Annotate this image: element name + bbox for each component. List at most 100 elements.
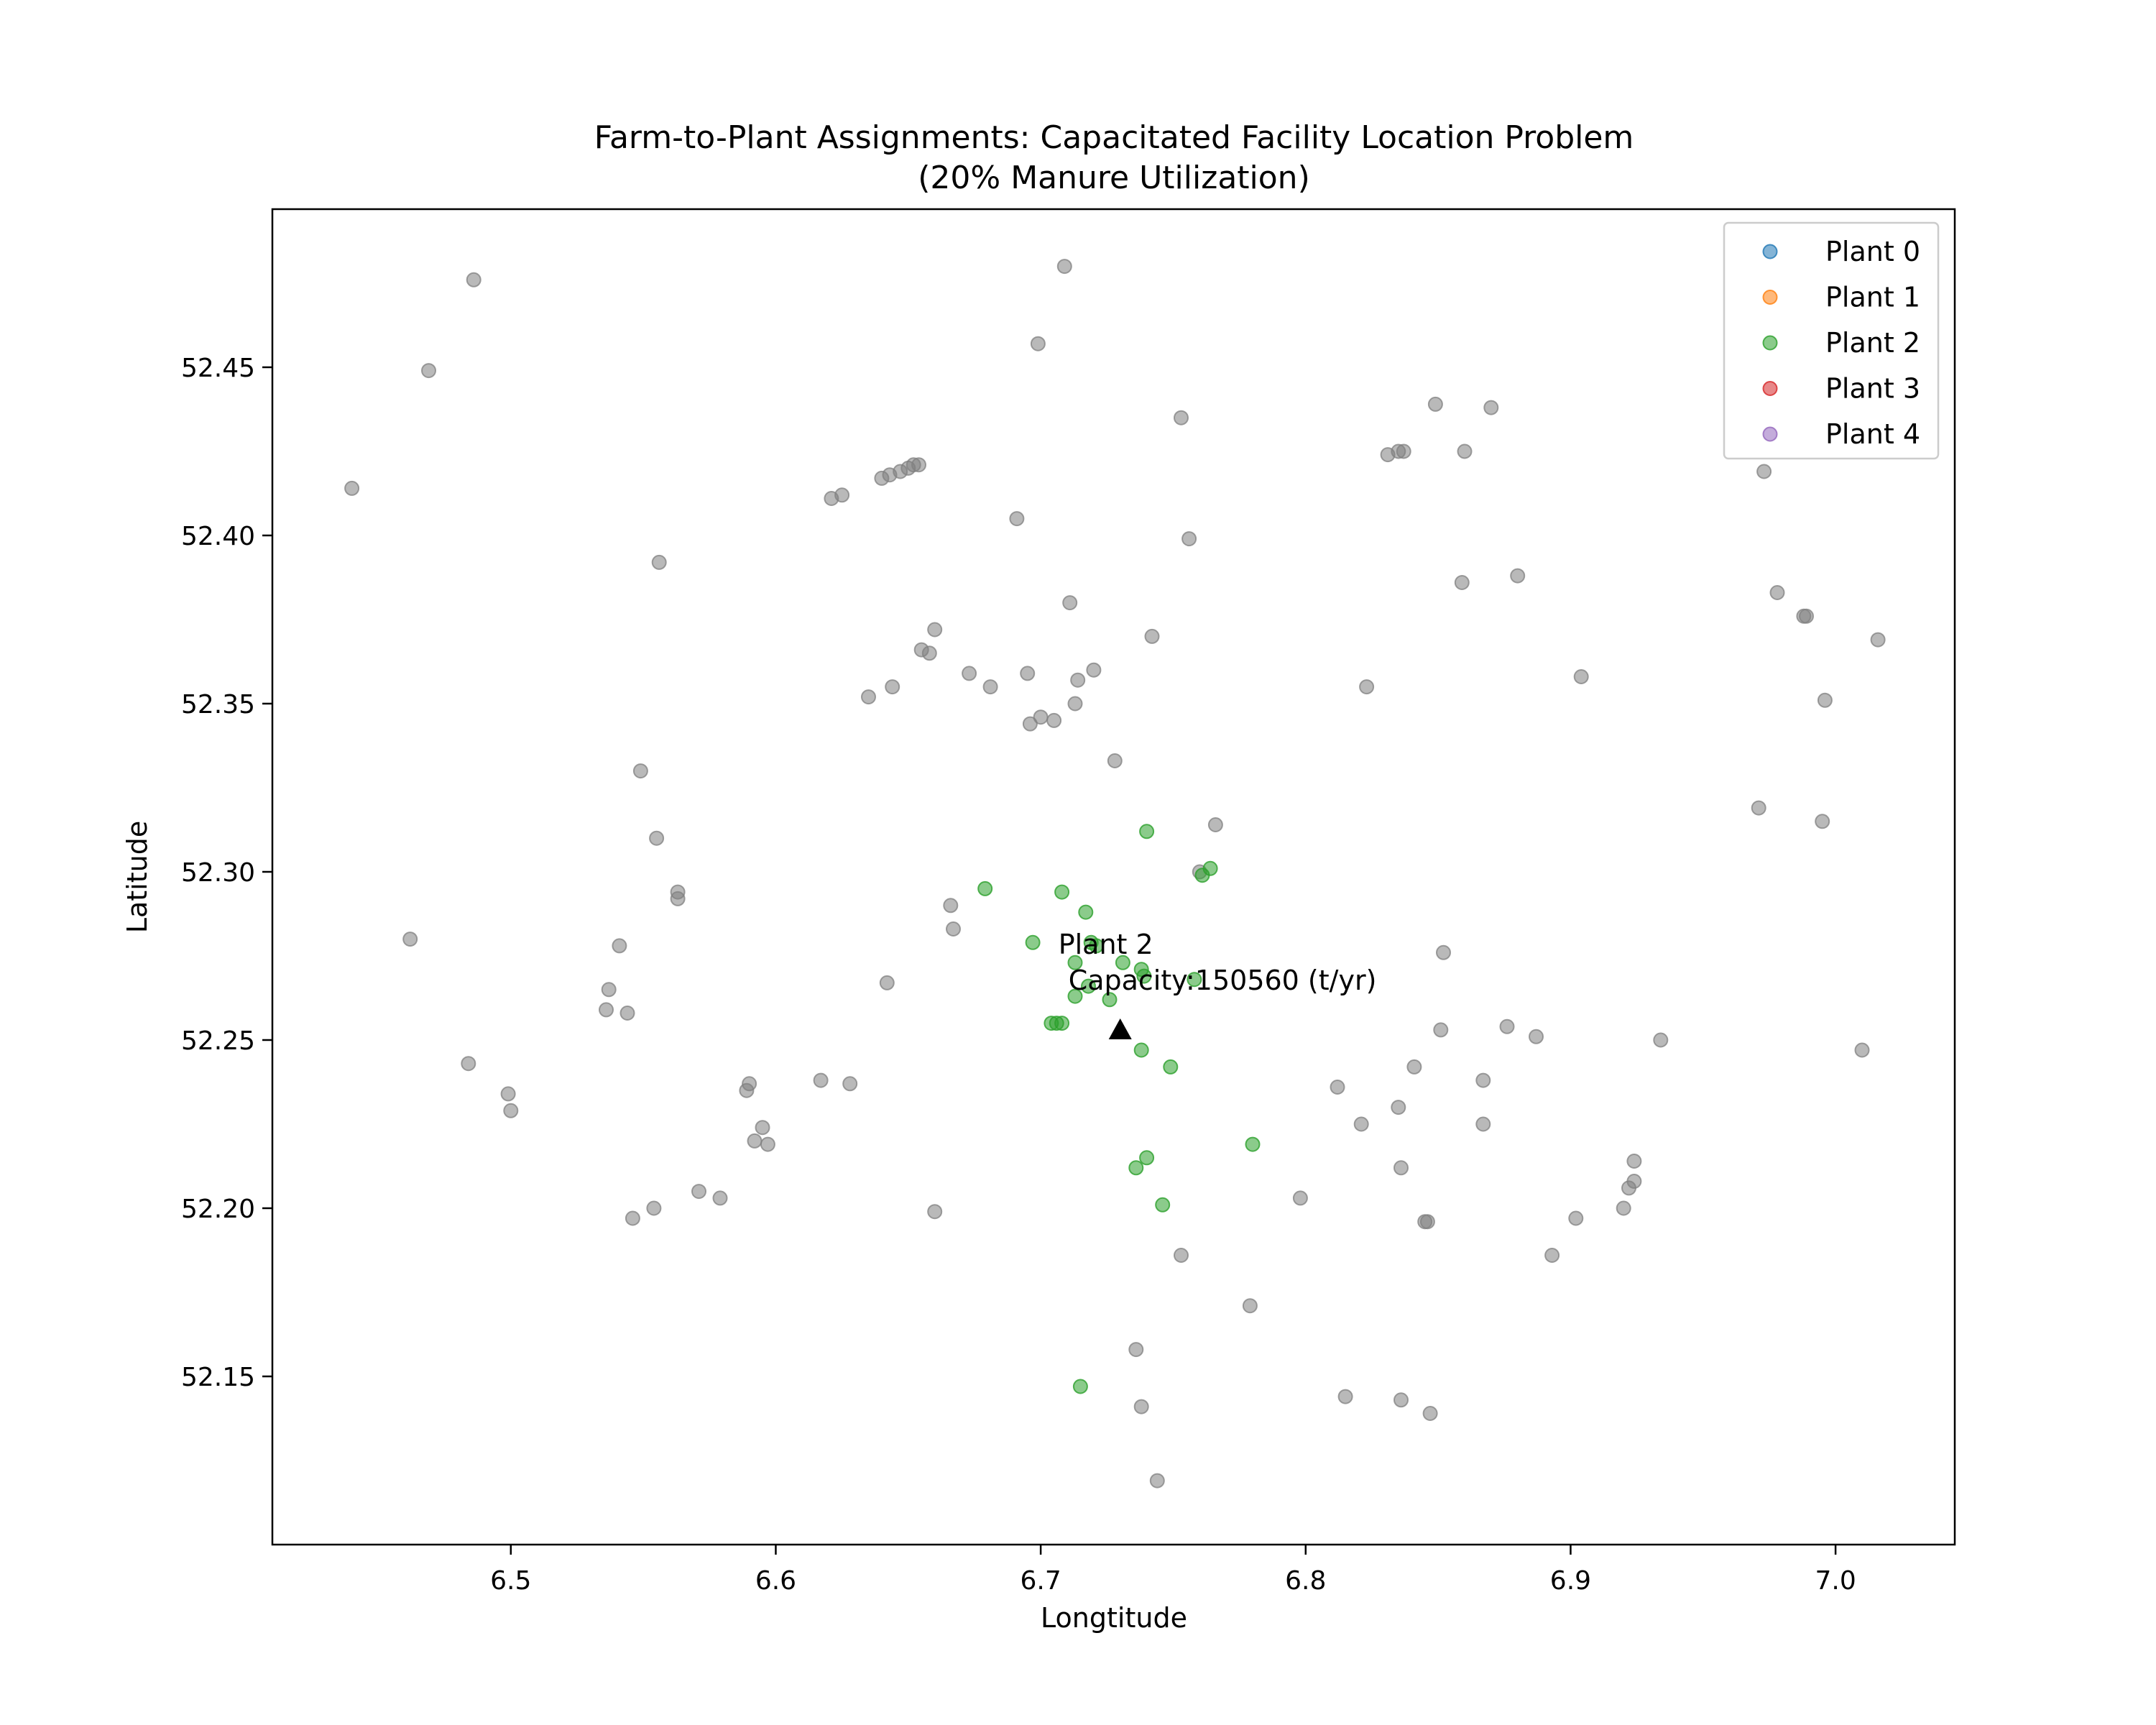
y-tick-label: 52.20 — [181, 1195, 255, 1224]
farm-point-unassigned — [1022, 716, 1038, 732]
farm-point-unassigned — [1181, 531, 1197, 547]
legend: Plant 0 Plant 1 Plant 2 Plant 3 Plant 4 — [1723, 221, 1940, 460]
farm-point-unassigned — [503, 1103, 519, 1118]
farm-point-unassigned — [982, 679, 998, 695]
legend-marker — [1762, 426, 1778, 442]
farm-point-unassigned — [646, 1200, 662, 1216]
farm-point-unassigned — [1483, 400, 1499, 415]
legend-marker — [1762, 335, 1778, 351]
farm-point-plant-2 — [1067, 954, 1083, 970]
x-tick-label: 6.7 — [1020, 1566, 1061, 1596]
farm-point-unassigned — [1393, 1160, 1409, 1176]
farm-point-plant-2 — [1025, 934, 1041, 950]
farm-point-plant-2 — [1067, 988, 1083, 1004]
farm-point-unassigned — [1009, 511, 1025, 527]
farm-point-unassigned — [1391, 1100, 1406, 1116]
farm-point-plant-2 — [1245, 1136, 1261, 1152]
farm-point-unassigned — [500, 1086, 516, 1102]
farm-point-unassigned — [1568, 1210, 1584, 1226]
legend-label: Plant 0 — [1825, 236, 1920, 267]
farm-point-plant-2 — [1078, 904, 1094, 920]
farm-point-unassigned — [1422, 1406, 1438, 1421]
farm-point-unassigned — [651, 554, 667, 570]
farm-point-unassigned — [1056, 259, 1072, 275]
farm-point-unassigned — [1149, 1473, 1165, 1489]
farm-point-unassigned — [943, 898, 959, 914]
farm-point-unassigned — [1499, 1018, 1515, 1034]
farm-point-unassigned — [1396, 443, 1411, 459]
farm-point-plant-2 — [1163, 1059, 1179, 1075]
farm-point-unassigned — [962, 666, 977, 681]
farm-point-unassigned — [1817, 692, 1833, 708]
farm-point-unassigned — [601, 982, 617, 998]
plant-marker-plant-2 — [1108, 1018, 1132, 1039]
farm-point-unassigned — [632, 763, 648, 779]
farm-point-unassigned — [1020, 666, 1036, 681]
farm-point-unassigned — [1454, 575, 1470, 590]
farm-point-unassigned — [1799, 608, 1814, 624]
y-tick-label: 52.30 — [181, 858, 255, 888]
farm-point-plant-2 — [1128, 1160, 1144, 1176]
farm-point-unassigned — [1086, 662, 1102, 678]
farm-point-unassigned — [1510, 568, 1526, 584]
farm-point-unassigned — [1393, 1392, 1409, 1408]
farm-point-unassigned — [619, 1006, 635, 1021]
farm-point-unassigned — [1475, 1116, 1491, 1132]
farm-point-unassigned — [1457, 443, 1473, 459]
farm-point-unassigned — [1544, 1248, 1560, 1263]
farm-point-unassigned — [1292, 1190, 1308, 1206]
farm-point-unassigned — [1475, 1072, 1491, 1088]
farm-point-unassigned — [1653, 1032, 1669, 1048]
farm-point-unassigned — [842, 1076, 858, 1092]
farm-point-unassigned — [1062, 595, 1078, 611]
farm-point-unassigned — [921, 645, 937, 661]
y-tick-label: 52.25 — [181, 1026, 255, 1056]
farm-point-unassigned — [691, 1184, 706, 1200]
farm-point-unassigned — [1337, 1389, 1353, 1404]
legend-label: Plant 1 — [1825, 282, 1920, 313]
farm-point-unassigned — [1626, 1154, 1642, 1169]
x-tick-label: 6.6 — [755, 1566, 796, 1596]
farm-point-unassigned — [344, 480, 360, 496]
farm-point-unassigned — [402, 932, 418, 947]
farm-point-unassigned — [1815, 814, 1830, 829]
farm-point-unassigned — [1030, 336, 1046, 351]
farm-point-unassigned — [1751, 800, 1766, 816]
legend-label: Plant 2 — [1825, 327, 1920, 359]
farm-point-unassigned — [1529, 1029, 1544, 1044]
y-tick-label: 52.45 — [181, 354, 255, 383]
farm-point-unassigned — [1419, 1214, 1435, 1230]
farm-point-unassigned — [599, 1002, 614, 1018]
farm-point-unassigned — [625, 1210, 640, 1226]
farm-point-plant-2 — [1139, 1150, 1155, 1166]
farm-point-unassigned — [747, 1133, 763, 1149]
farm-point-unassigned — [1427, 396, 1443, 412]
y-tick-label: 52.35 — [181, 690, 255, 719]
plant-label-name: Plant 2 — [1059, 929, 1153, 960]
farm-point-plant-2 — [1136, 968, 1152, 984]
x-tick-label: 7.0 — [1815, 1566, 1856, 1596]
plot-points — [344, 259, 1886, 1489]
farm-point-unassigned — [1406, 1059, 1422, 1075]
farm-point-plant-2 — [1081, 978, 1096, 994]
farm-point-unassigned — [1436, 944, 1451, 960]
farm-point-unassigned — [1242, 1298, 1258, 1314]
farm-point-unassigned — [911, 457, 926, 473]
farm-point-unassigned — [861, 689, 876, 705]
legend-label: Plant 4 — [1825, 418, 1920, 450]
farm-point-plant-2 — [1187, 972, 1202, 988]
x-tick-label: 6.8 — [1285, 1566, 1326, 1596]
farm-point-unassigned — [760, 1136, 775, 1152]
farm-point-unassigned — [1207, 817, 1223, 832]
farm-point-unassigned — [1133, 1399, 1149, 1414]
farm-point-unassigned — [927, 622, 943, 638]
y-tick-label: 52.40 — [181, 522, 255, 551]
farm-point-plant-2 — [1139, 824, 1155, 840]
farm-point-unassigned — [739, 1082, 755, 1098]
plant-markers: Plant 2 Capacity:150560 (t/yr) — [1059, 929, 1376, 1039]
farm-point-unassigned — [927, 1204, 943, 1220]
farm-point-unassigned — [813, 1072, 829, 1088]
farm-point-unassigned — [1067, 696, 1083, 712]
farm-point-unassigned — [1616, 1200, 1631, 1216]
